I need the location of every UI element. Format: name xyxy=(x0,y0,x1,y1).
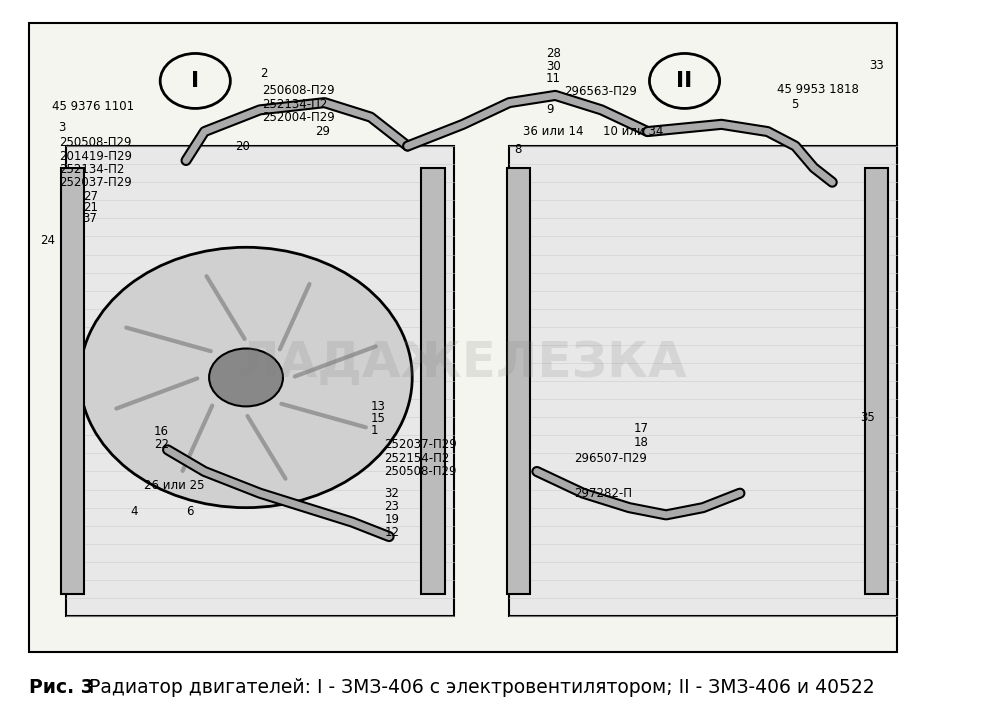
Text: 32: 32 xyxy=(384,486,399,499)
Text: 45 9953 1818: 45 9953 1818 xyxy=(777,83,859,96)
Text: 16: 16 xyxy=(154,425,169,439)
FancyBboxPatch shape xyxy=(29,23,897,652)
Text: Радиатор двигателей: I - ЗМЗ-406 с электровентилятором; II - ЗМЗ-406 и 40522: Радиатор двигателей: I - ЗМЗ-406 с элект… xyxy=(90,678,874,697)
Text: 27: 27 xyxy=(82,190,98,203)
Text: 35: 35 xyxy=(860,411,874,424)
Text: 24: 24 xyxy=(40,234,55,247)
Circle shape xyxy=(209,348,283,407)
Text: 8: 8 xyxy=(514,143,521,156)
Text: 252134-П2: 252134-П2 xyxy=(58,163,124,176)
Bar xyxy=(422,168,445,595)
Text: 22: 22 xyxy=(154,438,169,451)
Text: 12: 12 xyxy=(384,526,399,539)
Text: 33: 33 xyxy=(869,59,884,72)
Text: 9: 9 xyxy=(546,103,553,116)
FancyArrowPatch shape xyxy=(280,284,310,349)
Text: 3: 3 xyxy=(58,121,66,134)
FancyArrowPatch shape xyxy=(126,327,210,351)
Text: 19: 19 xyxy=(384,513,399,526)
Text: 17: 17 xyxy=(634,422,649,435)
Text: 13: 13 xyxy=(370,400,385,413)
Text: 297282-П: 297282-П xyxy=(573,486,632,499)
Text: 10 или 34: 10 или 34 xyxy=(604,125,664,138)
Text: 15: 15 xyxy=(370,412,385,425)
Text: 1: 1 xyxy=(370,424,378,437)
Bar xyxy=(61,168,85,595)
Text: 29: 29 xyxy=(315,125,330,138)
Text: 201419-П29: 201419-П29 xyxy=(58,150,132,163)
Text: 296507-П29: 296507-П29 xyxy=(573,452,647,465)
Text: 11: 11 xyxy=(546,73,561,85)
Text: 252134-П2: 252134-П2 xyxy=(262,97,327,110)
Text: 36 или 14: 36 или 14 xyxy=(523,125,583,138)
FancyArrowPatch shape xyxy=(282,404,366,428)
Text: 252037-П29: 252037-П29 xyxy=(58,176,132,189)
FancyArrowPatch shape xyxy=(182,406,212,471)
Text: 45 9376 1101: 45 9376 1101 xyxy=(52,99,134,113)
Text: 252037-П29: 252037-П29 xyxy=(384,439,458,452)
Text: 5: 5 xyxy=(791,97,798,110)
Text: 18: 18 xyxy=(634,436,649,449)
Text: 6: 6 xyxy=(186,505,193,518)
Text: 21: 21 xyxy=(82,201,98,214)
Text: 252004-П29: 252004-П29 xyxy=(262,110,334,123)
FancyArrowPatch shape xyxy=(117,378,197,409)
Text: I: I xyxy=(191,71,199,91)
Text: ЛАДАЖЕЛЕЗКА: ЛАДАЖЕЛЕЗКА xyxy=(238,339,688,387)
Text: 37: 37 xyxy=(82,212,98,225)
Text: 26 или 25: 26 или 25 xyxy=(145,479,205,492)
Text: 4: 4 xyxy=(131,505,138,518)
Text: 20: 20 xyxy=(235,139,249,152)
Bar xyxy=(864,168,887,595)
Text: 250508-П29: 250508-П29 xyxy=(384,465,457,478)
Text: 30: 30 xyxy=(546,60,560,73)
Text: 2: 2 xyxy=(260,68,268,80)
FancyArrowPatch shape xyxy=(295,346,375,377)
Bar xyxy=(507,168,530,595)
Text: 250608-П29: 250608-П29 xyxy=(262,83,334,97)
Bar xyxy=(66,146,454,616)
FancyArrowPatch shape xyxy=(206,276,244,339)
Text: Рис. 3: Рис. 3 xyxy=(29,678,94,697)
Text: 252154-П2: 252154-П2 xyxy=(384,452,450,465)
FancyArrowPatch shape xyxy=(247,416,286,478)
Bar xyxy=(509,146,897,616)
Circle shape xyxy=(79,248,412,507)
Text: 28: 28 xyxy=(546,47,561,60)
Text: 250508-П29: 250508-П29 xyxy=(58,136,131,149)
Text: II: II xyxy=(676,71,693,91)
Text: 23: 23 xyxy=(384,499,399,513)
Text: 296563-П29: 296563-П29 xyxy=(564,84,638,97)
